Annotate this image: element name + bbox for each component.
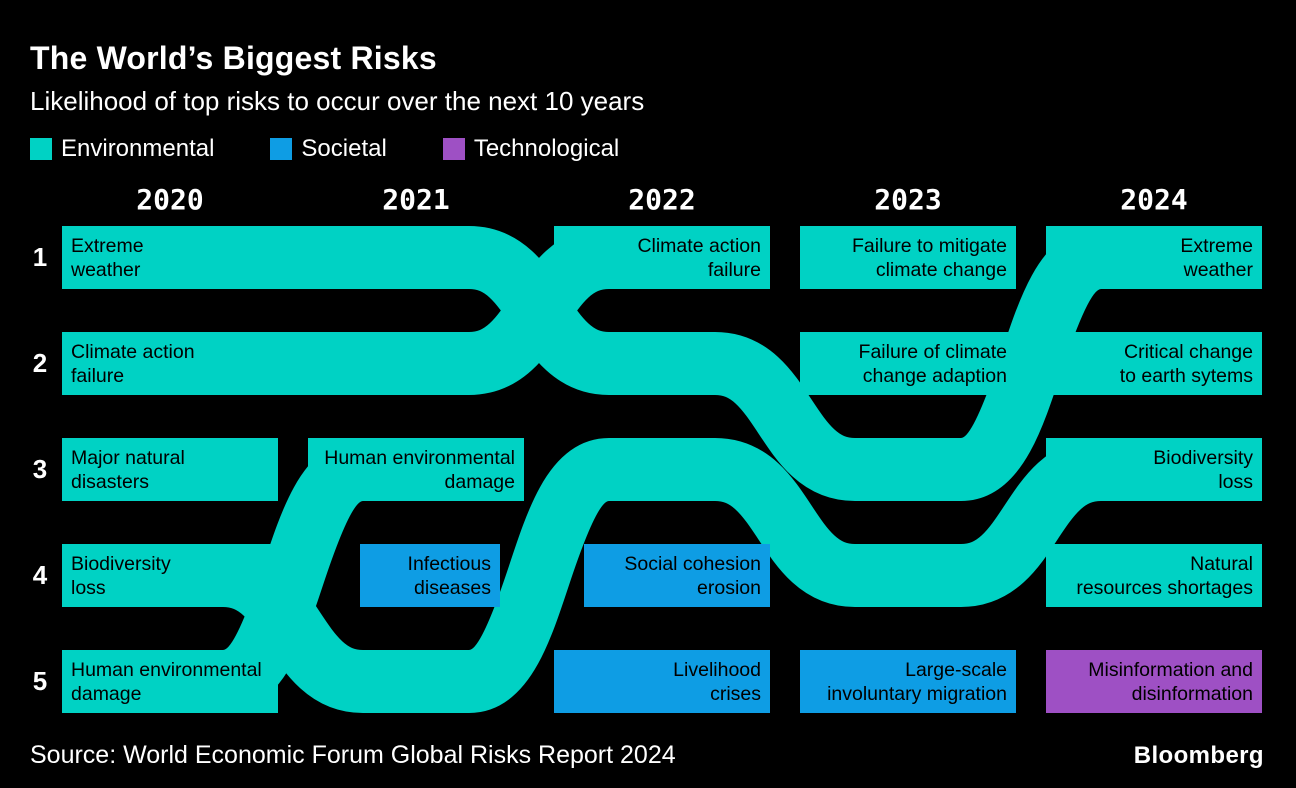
- risk-box-2020-rank3: Major natural disasters: [62, 438, 278, 501]
- year-label-2021: 2021: [382, 183, 450, 216]
- risk-box-2024-rank2: Critical change to earth sytems: [1046, 332, 1262, 395]
- risk-label-major-natural-disasters: Major natural disasters: [71, 446, 185, 493]
- risk-box-2024-rank4: Natural resources shortages: [1046, 544, 1262, 607]
- bloomberg-logo: Bloomberg: [1133, 742, 1264, 769]
- legend-item-societal: Societal: [270, 135, 387, 163]
- rank-label-2: 2: [32, 347, 48, 378]
- legend: Environmental Societal Technological: [30, 135, 619, 163]
- risk-box-2020-rank4: Biodiversity loss: [62, 544, 278, 607]
- legend-swatch-technological: [442, 138, 465, 160]
- rank-label-4: 4: [32, 559, 48, 590]
- risk-label-social-cohesion-erosion: Social cohesion erosion: [624, 552, 761, 599]
- risk-box-2022-rank4: Social cohesion erosion: [584, 544, 770, 607]
- rank-label-3: 3: [32, 453, 48, 484]
- risk-label-natural-resources-shortages: Natural resources shortages: [1076, 552, 1253, 599]
- risk-label-failure-of-climate-change-adaption: Failure of climate change adaption: [858, 340, 1007, 387]
- flow-biodiversity-loss: [62, 438, 1262, 713]
- legend-label-technological: Technological: [473, 135, 620, 162]
- risk-box-2023-rank1: Failure to mitigate climate change: [800, 226, 1016, 289]
- year-label-2020: 2020: [136, 183, 204, 216]
- chart-subtitle: Likelihood of top risks to occur over th…: [30, 86, 645, 116]
- year-label-2022: 2022: [628, 183, 696, 216]
- risk-box-2020-rank5: Human environmental damage: [62, 650, 278, 713]
- source-note: Source: World Economic Forum Global Risk…: [30, 741, 676, 769]
- year-label-2024: 2024: [1120, 183, 1188, 216]
- risk-label-extreme-weather: Extreme weather: [1180, 234, 1253, 281]
- rank-label-1: 1: [32, 241, 48, 272]
- risk-label-human-environmental-damage: Human environmental damage: [324, 446, 515, 493]
- risk-box-2022-rank5: Livelihood crises: [554, 650, 770, 713]
- risk-label-climate-action-failure: Climate action failure: [71, 340, 195, 387]
- risk-label-biodiversity-loss: Biodiversity loss: [1153, 446, 1253, 493]
- legend-swatch-societal: [270, 138, 293, 160]
- risk-label-biodiversity-loss: Biodiversity loss: [71, 552, 171, 599]
- risk-label-extreme-weather: Extreme weather: [71, 234, 144, 281]
- risk-label-misinformation-and-disinformation: Misinformation and disinformation: [1088, 658, 1253, 705]
- risk-box-2022-rank1: Climate action failure: [554, 226, 770, 289]
- legend-item-technological: Technological: [442, 135, 620, 163]
- risk-box-2021-rank3: Human environmental damage: [308, 438, 524, 501]
- legend-label-societal: Societal: [301, 135, 387, 162]
- risk-label-livelihood-crises: Livelihood crises: [673, 658, 761, 705]
- risk-box-2023-rank2: Failure of climate change adaption: [800, 332, 1016, 395]
- risk-label-climate-action-failure: Climate action failure: [637, 234, 761, 281]
- legend-item-environmental: Environmental: [30, 135, 214, 163]
- risk-box-2024-rank5: Misinformation and disinformation: [1046, 650, 1262, 713]
- risk-label-infectious-diseases: Infectious diseases: [407, 552, 491, 599]
- risk-box-2021-rank4: Infectious diseases: [360, 544, 500, 607]
- risk-label-critical-change-to-earth-sytems: Critical change to earth sytems: [1119, 340, 1253, 387]
- risk-label-large-scale-involuntary-migration: Large-scale involuntary migration: [827, 658, 1007, 705]
- legend-swatch-environmental: [30, 138, 52, 160]
- legend-label-environmental: Environmental: [61, 135, 215, 162]
- chart-title: The World’s Biggest Risks: [30, 40, 437, 76]
- risk-box-2020-rank2: Climate action failure: [62, 332, 278, 395]
- year-label-2023: 2023: [874, 183, 942, 216]
- rank-label-5: 5: [32, 665, 48, 696]
- risk-label-human-environmental-damage: Human environmental damage: [71, 658, 262, 705]
- risk-box-2020-rank1: Extreme weather: [62, 226, 278, 289]
- risk-box-2023-rank5: Large-scale involuntary migration: [800, 650, 1016, 713]
- risk-label-failure-to-mitigate-climate-change: Failure to mitigate climate change: [852, 234, 1007, 281]
- risk-box-2024-rank1: Extreme weather: [1046, 226, 1262, 289]
- risk-box-2024-rank3: Biodiversity loss: [1046, 438, 1262, 501]
